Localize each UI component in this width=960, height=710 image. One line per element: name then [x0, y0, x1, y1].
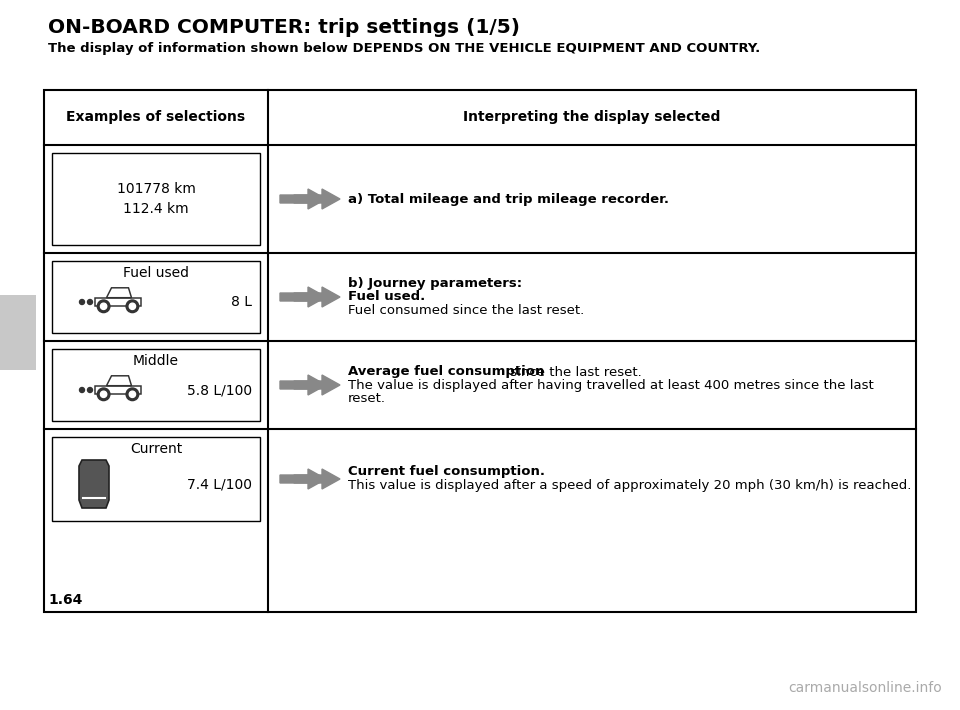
Circle shape — [126, 300, 138, 312]
Circle shape — [80, 388, 84, 393]
Text: Middle: Middle — [133, 354, 179, 368]
Text: Fuel used.: Fuel used. — [348, 290, 425, 303]
Text: carmanualsonline.info: carmanualsonline.info — [788, 681, 942, 695]
Circle shape — [130, 303, 135, 310]
Text: Fuel used: Fuel used — [123, 266, 189, 280]
Text: Average fuel consumption: Average fuel consumption — [348, 366, 544, 378]
Circle shape — [87, 388, 92, 393]
Circle shape — [87, 300, 92, 305]
Polygon shape — [294, 469, 340, 489]
Polygon shape — [95, 297, 141, 306]
Text: 112.4 km: 112.4 km — [123, 202, 189, 216]
Polygon shape — [280, 375, 326, 395]
Text: Current: Current — [130, 442, 182, 456]
Polygon shape — [107, 376, 132, 386]
Text: The display of information shown below DEPENDS ON THE VEHICLE EQUIPMENT AND COUN: The display of information shown below D… — [48, 42, 760, 55]
Text: 5.8 L/100: 5.8 L/100 — [187, 383, 252, 397]
Text: Fuel consumed since the last reset.: Fuel consumed since the last reset. — [348, 303, 585, 317]
Text: The value is displayed after having travelled at least 400 metres since the last: The value is displayed after having trav… — [348, 378, 874, 391]
Polygon shape — [95, 386, 141, 394]
Circle shape — [95, 388, 101, 393]
Polygon shape — [280, 189, 326, 209]
Text: 1.64: 1.64 — [48, 593, 83, 607]
Text: reset.: reset. — [348, 391, 386, 405]
Circle shape — [101, 303, 107, 310]
Bar — [52, 437, 260, 521]
Circle shape — [126, 388, 138, 400]
Text: a) Total mileage and trip mileage recorder.: a) Total mileage and trip mileage record… — [348, 192, 669, 205]
Text: Examples of selections: Examples of selections — [66, 111, 246, 124]
Text: Current fuel consumption.: Current fuel consumption. — [348, 464, 545, 478]
Text: 101778 km: 101778 km — [116, 182, 196, 196]
Polygon shape — [79, 460, 109, 508]
Circle shape — [97, 300, 109, 312]
Polygon shape — [107, 288, 132, 297]
Bar — [52, 349, 260, 421]
Text: 7.4 L/100: 7.4 L/100 — [187, 477, 252, 491]
Bar — [52, 153, 260, 245]
Text: 8 L: 8 L — [231, 295, 252, 309]
Bar — [0, 295, 36, 370]
Text: ON-BOARD COMPUTER: trip settings (1/5): ON-BOARD COMPUTER: trip settings (1/5) — [48, 18, 520, 37]
Bar — [44, 90, 916, 612]
Circle shape — [80, 300, 84, 305]
Polygon shape — [294, 189, 340, 209]
Polygon shape — [280, 287, 326, 307]
Polygon shape — [280, 469, 326, 489]
Polygon shape — [294, 375, 340, 395]
Circle shape — [97, 388, 109, 400]
Text: b) Journey parameters:: b) Journey parameters: — [348, 278, 522, 290]
Polygon shape — [294, 287, 340, 307]
Circle shape — [95, 300, 101, 305]
Text: since the last reset.: since the last reset. — [506, 366, 641, 378]
Bar — [52, 261, 260, 333]
Circle shape — [101, 391, 107, 398]
Circle shape — [130, 391, 135, 398]
Text: Interpreting the display selected: Interpreting the display selected — [464, 111, 721, 124]
Text: This value is displayed after a speed of approximately 20 mph (30 km/h) is reach: This value is displayed after a speed of… — [348, 479, 911, 491]
